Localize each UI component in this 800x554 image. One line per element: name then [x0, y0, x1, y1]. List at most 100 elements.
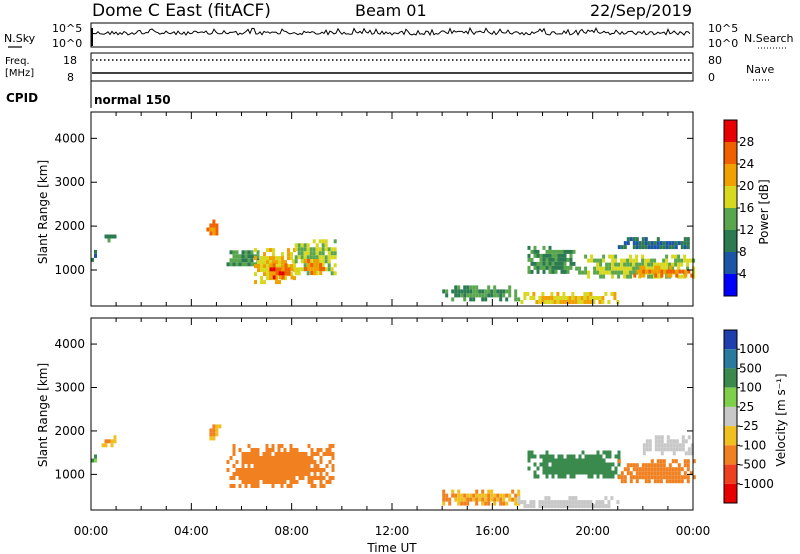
- data-cell: [271, 480, 275, 484]
- data-cell: [275, 267, 279, 272]
- data-cell: [319, 456, 323, 460]
- data-cell: [626, 270, 630, 275]
- data-cell: [527, 245, 531, 250]
- data-cell: [542, 269, 546, 274]
- data-cell: [289, 456, 293, 460]
- data-cell: [551, 474, 555, 479]
- data-cell: [328, 480, 332, 484]
- data-cell: [587, 474, 591, 479]
- data-cell: [505, 289, 509, 294]
- data-cell: [596, 266, 600, 271]
- data-cell: [598, 500, 602, 505]
- data-cell: [607, 504, 611, 509]
- data-cell: [557, 257, 561, 262]
- data-cell: [265, 456, 269, 460]
- data-cell: [268, 472, 272, 476]
- data-cell: [665, 262, 669, 267]
- velocity-colorbar-tick-label: -25: [739, 419, 759, 433]
- data-cell: [209, 436, 213, 441]
- data-cell: [559, 296, 563, 300]
- data-cell: [665, 254, 669, 259]
- data-cell: [287, 264, 290, 269]
- data-cell: [247, 476, 251, 480]
- data-cell: [669, 447, 673, 452]
- data-cell: [484, 497, 488, 502]
- data-cell: [460, 497, 464, 502]
- data-cell: [641, 463, 645, 468]
- data-cell: [487, 493, 491, 498]
- data-cell: [578, 266, 582, 271]
- data-cell: [641, 237, 645, 242]
- data-cell: [692, 270, 696, 275]
- data-cell: [653, 262, 657, 267]
- data-cell: [306, 247, 310, 252]
- data-cell: [651, 269, 655, 274]
- data-cell: [660, 443, 664, 448]
- data-cell: [505, 297, 509, 302]
- data-cell: [250, 456, 254, 460]
- data-cell: [307, 267, 311, 271]
- data-cell: [290, 272, 293, 277]
- data-cell: [333, 255, 337, 260]
- data-cell: [260, 268, 263, 273]
- data-cell: [656, 471, 660, 476]
- data-cell: [563, 253, 567, 258]
- data-cell: [556, 504, 560, 509]
- velocity-colorbar-swatch: [724, 368, 737, 388]
- y-tick-label: 1000: [54, 263, 85, 277]
- data-cell: [292, 456, 296, 460]
- data-cell: [499, 501, 503, 506]
- data-cell: [566, 249, 570, 254]
- data-cell: [672, 269, 676, 274]
- data-cell: [281, 271, 285, 276]
- data-cell: [620, 245, 624, 250]
- data-cell: [331, 468, 335, 472]
- data-cell: [683, 463, 687, 468]
- data-cell: [300, 243, 304, 248]
- data-cell: [590, 474, 594, 479]
- data-cell: [560, 253, 564, 258]
- data-cell: [272, 263, 276, 268]
- data-cell: [490, 293, 494, 298]
- data-cell: [295, 456, 299, 460]
- data-cell: [620, 262, 624, 267]
- data-cell: [514, 497, 518, 502]
- data-cell: [614, 258, 618, 263]
- data-cell: [253, 456, 257, 460]
- data-cell: [587, 270, 591, 275]
- data-cell: [502, 289, 506, 294]
- data-cell: [271, 468, 275, 472]
- data-cell: [283, 472, 287, 476]
- data-cell: [289, 476, 293, 480]
- data-cell: [669, 443, 673, 448]
- data-cell: [265, 460, 269, 464]
- data-cell: [278, 256, 281, 261]
- data-cell: [292, 472, 296, 476]
- data-cell: [611, 258, 615, 263]
- data-cell: [638, 467, 642, 472]
- data-cell: [318, 239, 322, 244]
- data-cell: [113, 234, 117, 239]
- data-cell: [602, 270, 606, 275]
- data-cell: [563, 458, 567, 463]
- data-cell: [229, 262, 233, 267]
- data-cell: [681, 447, 685, 452]
- data-cell: [647, 258, 651, 263]
- data-cell: [639, 273, 643, 278]
- data-cell: [297, 251, 301, 256]
- data-cell: [660, 439, 664, 444]
- data-cell: [94, 458, 97, 463]
- data-cell: [690, 273, 694, 278]
- data-cell: [545, 261, 549, 266]
- data-cell: [599, 458, 603, 463]
- data-cell: [226, 460, 230, 464]
- data-cell: [287, 248, 290, 253]
- data-cell: [598, 300, 602, 304]
- data-cell: [229, 476, 233, 480]
- data-cell: [275, 271, 279, 276]
- data-cell: [550, 300, 554, 304]
- data-cell: [253, 480, 257, 484]
- data-cell: [611, 474, 615, 479]
- data-cell: [304, 267, 308, 271]
- data-cell: [94, 253, 97, 258]
